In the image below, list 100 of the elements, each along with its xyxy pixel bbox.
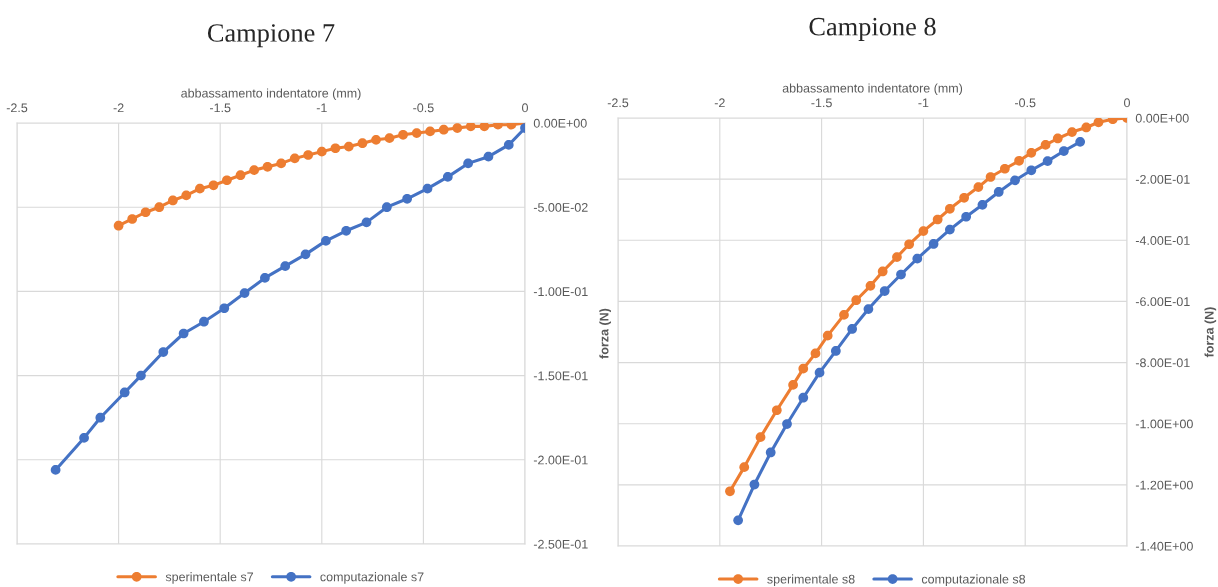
- x-tick-label: -0.5: [413, 103, 434, 113]
- point: [381, 202, 392, 213]
- chart-title: Campione 7: [207, 24, 335, 48]
- point: [463, 158, 473, 169]
- point: [1026, 165, 1037, 176]
- point: [113, 220, 124, 231]
- point: [1026, 147, 1037, 158]
- point: [361, 217, 372, 228]
- point: [1093, 118, 1104, 128]
- point: [1081, 122, 1092, 133]
- point: [912, 253, 923, 264]
- legend-label: sperimentale s7: [165, 572, 254, 584]
- point: [289, 153, 300, 164]
- point: [154, 202, 165, 213]
- point: [276, 158, 287, 169]
- point: [343, 141, 354, 152]
- point: [896, 269, 906, 280]
- y-axis-title: forza (N): [1204, 307, 1217, 358]
- point: [959, 192, 969, 203]
- x-tick-label: -1: [918, 98, 929, 108]
- point: [357, 138, 368, 149]
- point: [384, 133, 395, 144]
- point: [479, 123, 490, 132]
- x-tick-label: 0: [1124, 98, 1130, 108]
- x-axis-title: abbassamento indentatore (mm): [782, 83, 963, 96]
- point: [1067, 127, 1077, 137]
- point: [771, 405, 782, 416]
- point: [877, 266, 888, 277]
- point: [788, 380, 798, 390]
- point: [503, 140, 514, 150]
- point: [918, 226, 929, 236]
- point: [260, 273, 270, 283]
- point: [127, 214, 138, 224]
- point: [330, 143, 341, 154]
- point: [465, 123, 476, 132]
- point: [725, 486, 735, 497]
- point: [219, 303, 230, 314]
- y-tick-label: 0.00E+00: [1135, 113, 1189, 123]
- y-tick-label: -1.50E-01: [533, 371, 588, 381]
- legend-label: computazionale s8: [921, 574, 1026, 587]
- point: [167, 195, 178, 206]
- point: [1059, 146, 1069, 156]
- point: [195, 183, 205, 194]
- point: [973, 182, 984, 192]
- point: [904, 239, 915, 250]
- x-tick-label: -2: [113, 103, 124, 113]
- point: [1010, 175, 1020, 186]
- point: [249, 165, 259, 176]
- point: [222, 175, 232, 186]
- point: [733, 515, 743, 526]
- point: [782, 419, 792, 429]
- point: [945, 224, 955, 235]
- point: [892, 252, 902, 262]
- y-tick-label: -6.00E-01: [1135, 297, 1190, 307]
- y-axis-title: forza (N): [599, 308, 611, 359]
- y-tick-label: -1.40E+00: [1135, 541, 1193, 551]
- point: [411, 128, 422, 138]
- y-tick-label: -1.00E-01: [533, 287, 588, 297]
- point: [928, 239, 939, 249]
- y-tick-label: -2.00E-01: [533, 455, 588, 465]
- y-tick-label: -8.00E-01: [1135, 358, 1190, 368]
- point: [863, 304, 874, 314]
- y-tick-label: -2.50E-01: [533, 539, 588, 549]
- y-tick-label: -4.00E-01: [1135, 236, 1190, 245]
- point: [402, 193, 413, 204]
- point: [425, 126, 435, 137]
- point: [755, 432, 766, 443]
- point: [95, 412, 106, 423]
- point: [993, 187, 1004, 197]
- point: [1075, 136, 1086, 147]
- point: [865, 280, 876, 291]
- y-tick-label: -5.00E-02: [533, 203, 588, 212]
- point: [239, 288, 250, 298]
- point: [321, 236, 331, 246]
- point: [262, 161, 273, 172]
- point: [814, 367, 825, 378]
- y-tick-label: -1.20E+00: [1135, 480, 1193, 490]
- point: [765, 447, 776, 458]
- point: [839, 310, 849, 320]
- point: [280, 261, 291, 271]
- point: [208, 180, 219, 191]
- point: [422, 183, 433, 194]
- point: [739, 462, 750, 472]
- legend-label: sperimentale s8: [767, 574, 855, 587]
- point: [181, 190, 192, 201]
- x-tick-label: -2.5: [607, 98, 629, 108]
- point: [879, 286, 890, 296]
- point: [961, 211, 972, 222]
- x-tick-label: -2: [714, 98, 725, 108]
- point: [140, 207, 151, 218]
- y-tick-label: 0.00E+00: [533, 118, 587, 128]
- point: [235, 170, 246, 181]
- point: [50, 465, 61, 475]
- point: [438, 124, 449, 135]
- point: [398, 129, 408, 140]
- point: [999, 163, 1010, 174]
- x-tick-label: -0.5: [1014, 98, 1036, 108]
- point: [316, 146, 327, 157]
- x-tick-label: -2.5: [6, 103, 28, 113]
- point: [371, 134, 381, 145]
